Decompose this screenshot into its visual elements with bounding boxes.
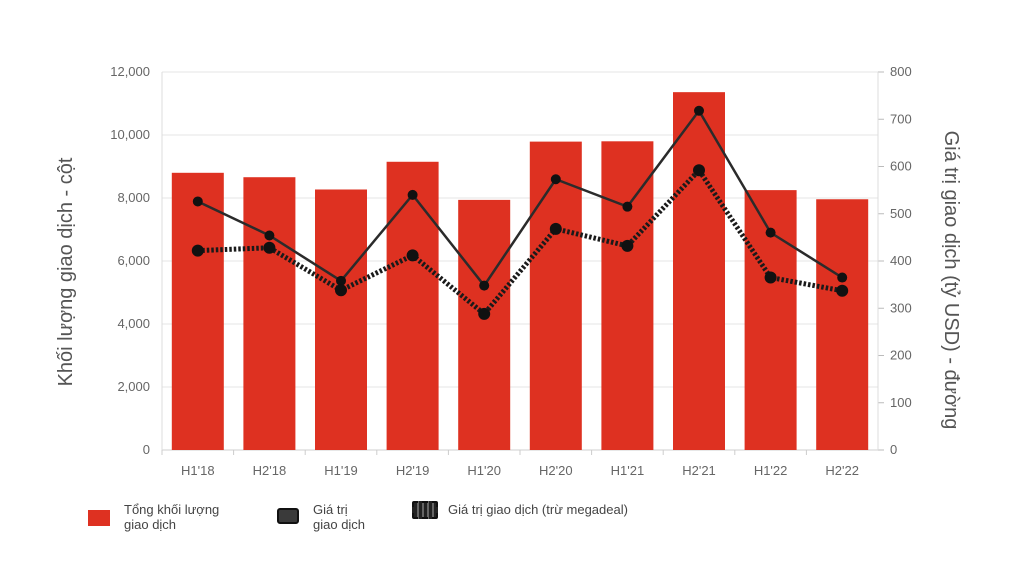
x-tick-label: H1'18 <box>181 463 215 478</box>
megadeal-point <box>549 222 562 235</box>
y-tick-label: 8,000 <box>117 190 150 205</box>
bar-series <box>171 92 869 451</box>
value-point <box>622 201 633 212</box>
legend-item-value[interactable]: Giá trị giao dịch <box>277 502 365 532</box>
megadeal-point <box>263 241 276 254</box>
y-tick-label: 2,000 <box>117 379 150 394</box>
value-point <box>336 275 346 286</box>
legend-line-swatch <box>277 508 299 524</box>
megadeal-point <box>693 164 705 177</box>
y2-tick-label: 100 <box>890 395 912 410</box>
x-tick-label: H2'20 <box>539 463 573 478</box>
megadeal-point <box>621 239 634 252</box>
x-tick-label: H1'20 <box>467 463 501 478</box>
value-point <box>407 189 418 200</box>
bar <box>458 199 511 450</box>
value-line <box>197 108 843 288</box>
value-point <box>694 105 704 116</box>
value-point <box>479 280 490 291</box>
bar <box>243 177 296 450</box>
combo-chart: 0 2,000 4,000 6,000 8,000 10,000 12,000 0 100 200… <box>55 64 962 478</box>
y2-tick-label: 400 <box>890 253 912 268</box>
legend: Tổng khối lượng giao dịch Giá trị giao d… <box>0 501 1024 542</box>
line-series <box>191 105 849 320</box>
value-point <box>837 272 848 283</box>
y2-tick-label: 300 <box>890 300 912 315</box>
megadeal-point <box>764 271 777 284</box>
x-tick-label: H1'22 <box>754 463 788 478</box>
megadeal-point <box>191 244 204 257</box>
legend-item-volume[interactable]: Tổng khối lượng giao dịch <box>88 502 219 532</box>
y2-tick-label: 0 <box>890 442 897 457</box>
y2-axis-title: Giá trị giao dịch (tỷ USD) - đường <box>940 131 962 430</box>
x-tick-label: H2'19 <box>396 463 430 478</box>
y2-tick-label: 700 <box>890 111 912 126</box>
bar <box>386 161 439 450</box>
bar <box>816 199 869 450</box>
y-tick-label: 6,000 <box>117 253 150 268</box>
y-tick-label: 12,000 <box>110 64 150 79</box>
y2-tick-label: 500 <box>890 206 912 221</box>
y2-tick-label: 800 <box>890 64 912 79</box>
bar <box>673 92 725 450</box>
y2-tick-label: 200 <box>890 348 912 363</box>
legend-dotted-swatch <box>412 501 438 519</box>
bar <box>171 172 224 451</box>
y-tick-label: 4,000 <box>117 316 150 331</box>
y-axis-title: Khối lượng giao dịch - cột <box>55 157 77 386</box>
legend-volume-label-2: giao dịch <box>124 517 177 532</box>
x-tick-label: H1'21 <box>611 463 645 478</box>
x-tick-label: H2'22 <box>825 463 859 478</box>
value-point <box>192 196 203 207</box>
y2-tick-label: 600 <box>890 159 912 174</box>
value-point <box>550 174 561 185</box>
legend-value-label-2: giao dịch <box>313 517 366 532</box>
megadeal-line <box>197 166 843 318</box>
bar <box>601 141 654 451</box>
x-tick-label: H2'18 <box>253 463 287 478</box>
legend-value-label-1: Giá trị <box>313 502 348 517</box>
legend-bar-swatch <box>88 510 110 526</box>
megadeal-point <box>836 284 849 297</box>
bar <box>315 189 367 450</box>
legend-item-megadeal[interactable]: Giá trị giao dịch (trừ megadeal) <box>412 501 628 519</box>
axes: 0 2,000 4,000 6,000 8,000 10,000 12,000 0 100 200… <box>110 64 911 478</box>
value-point <box>765 227 776 238</box>
value-point <box>264 230 275 241</box>
x-tick-label: H2'21 <box>682 463 716 478</box>
legend-megadeal-label: Giá trị giao dịch (trừ megadeal) <box>448 502 628 517</box>
bar <box>529 141 582 451</box>
megadeal-point <box>478 307 491 320</box>
megadeal-point <box>406 249 419 262</box>
megadeal-point <box>335 284 347 297</box>
x-tick-label: H1'19 <box>324 463 358 478</box>
y-tick-label: 0 <box>143 442 150 457</box>
legend-volume-label-1: Tổng khối lượng <box>124 502 220 517</box>
y-tick-label: 10,000 <box>110 127 150 142</box>
